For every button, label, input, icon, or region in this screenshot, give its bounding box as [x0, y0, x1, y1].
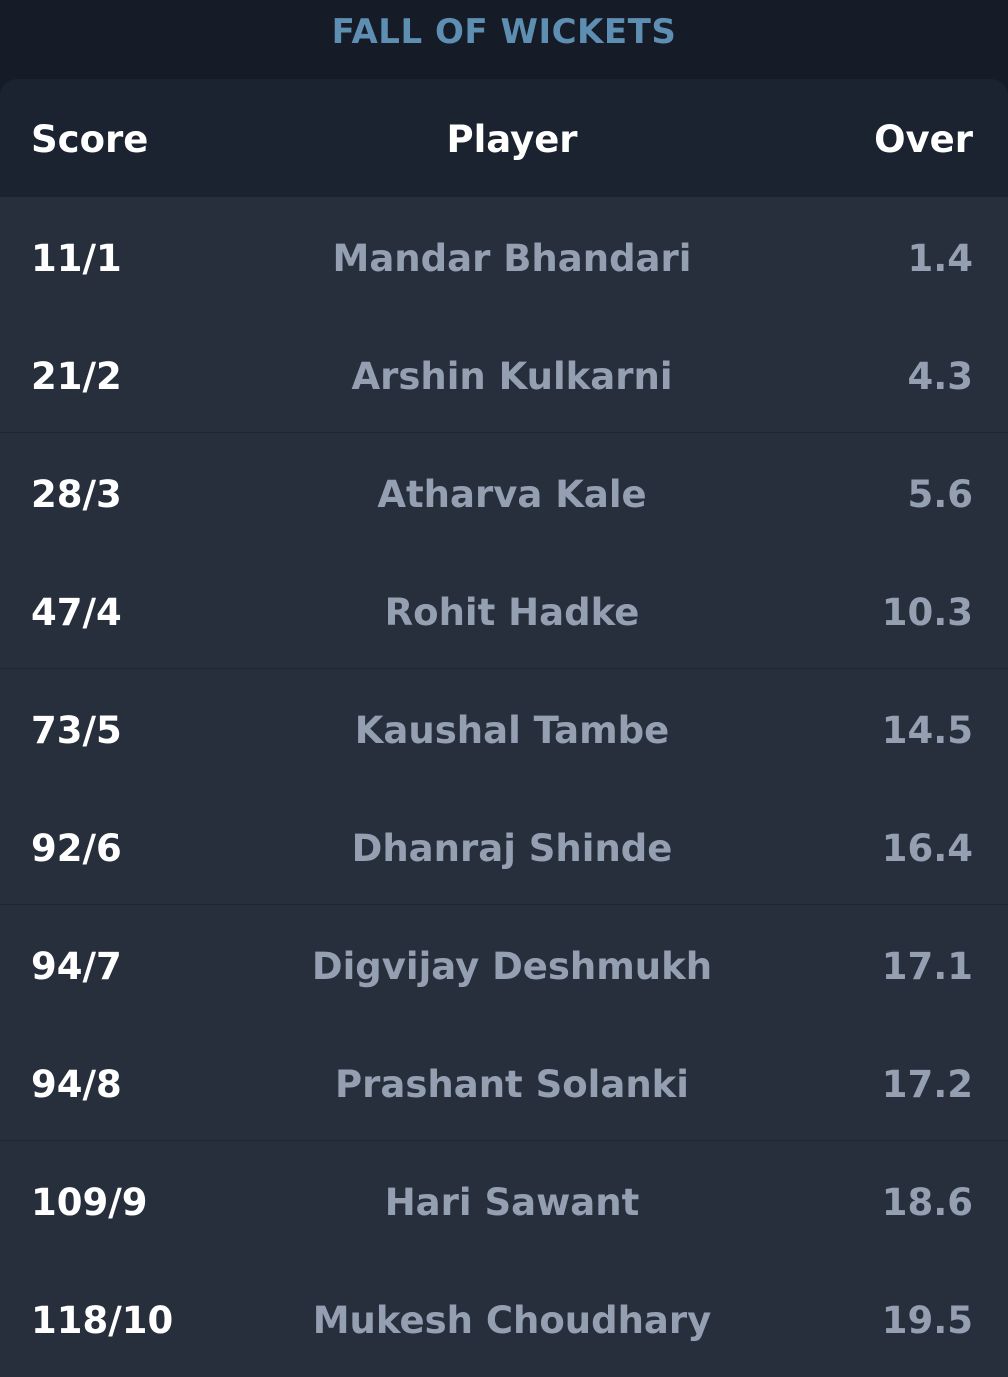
player-cell: Rohit Hadke [384, 591, 640, 634]
score-cell: 118/10 [31, 1299, 174, 1342]
table-row: 11/1 Mandar Bhandari 1.4 [0, 197, 1008, 315]
score-cell: 109/9 [31, 1181, 148, 1224]
score-cell: 94/8 [31, 1063, 122, 1106]
player-cell: Atharva Kale [377, 473, 647, 516]
column-header-over: Over [874, 118, 973, 161]
player-cell: Prashant Solanki [335, 1063, 689, 1106]
table-row: 92/6 Dhanraj Shinde 16.4 [0, 787, 1008, 905]
player-cell: Digvijay Deshmukh [311, 945, 713, 988]
over-cell: 5.6 [907, 473, 973, 516]
row-group: 11/1 Mandar Bhandari 1.4 21/2 Arshin Kul… [0, 197, 1008, 433]
over-cell: 10.3 [881, 591, 973, 634]
table-row: 73/5 Kaushal Tambe 14.5 [0, 669, 1008, 787]
over-cell: 1.4 [907, 237, 973, 280]
over-cell: 18.6 [881, 1181, 973, 1224]
score-cell: 73/5 [31, 709, 122, 752]
score-cell: 94/7 [31, 945, 122, 988]
row-group: 109/9 Hari Sawant 18.6 118/10 Mukesh Cho… [0, 1141, 1008, 1377]
over-cell: 4.3 [907, 355, 973, 398]
table-row: 109/9 Hari Sawant 18.6 [0, 1141, 1008, 1259]
over-cell: 14.5 [881, 709, 973, 752]
over-cell: 19.5 [881, 1299, 973, 1342]
over-cell: 16.4 [881, 827, 973, 870]
over-cell: 17.2 [881, 1063, 973, 1106]
row-group: 28/3 Atharva Kale 5.6 47/4 Rohit Hadke 1… [0, 433, 1008, 669]
player-cell: Hari Sawant [384, 1181, 640, 1224]
fall-of-wickets-table: Score Player Over 11/1 Mandar Bhandari 1… [0, 79, 1008, 1377]
table-header: Score Player Over [0, 79, 1008, 197]
player-cell: Mukesh Choudhary [312, 1299, 712, 1342]
table-row: 47/4 Rohit Hadke 10.3 [0, 551, 1008, 669]
score-cell: 92/6 [31, 827, 122, 870]
row-group: 73/5 Kaushal Tambe 14.5 92/6 Dhanraj Shi… [0, 669, 1008, 905]
table-body: 11/1 Mandar Bhandari 1.4 21/2 Arshin Kul… [0, 197, 1008, 1377]
section-header: FALL OF WICKETS [0, 0, 1008, 80]
player-cell: Dhanraj Shinde [351, 827, 673, 870]
score-cell: 21/2 [31, 355, 122, 398]
player-cell: Kaushal Tambe [354, 709, 670, 752]
section-title: FALL OF WICKETS [331, 12, 677, 52]
player-cell: Mandar Bhandari [332, 237, 692, 280]
table-row: 94/8 Prashant Solanki 17.2 [0, 1023, 1008, 1141]
score-cell: 47/4 [31, 591, 122, 634]
score-cell: 28/3 [31, 473, 122, 516]
table-row: 28/3 Atharva Kale 5.6 [0, 433, 1008, 551]
table-row: 94/7 Digvijay Deshmukh 17.1 [0, 905, 1008, 1023]
table-row: 21/2 Arshin Kulkarni 4.3 [0, 315, 1008, 433]
row-group: 94/7 Digvijay Deshmukh 17.1 94/8 Prashan… [0, 905, 1008, 1141]
table-row: 118/10 Mukesh Choudhary 19.5 [0, 1259, 1008, 1377]
player-cell: Arshin Kulkarni [351, 355, 673, 398]
column-header-player: Player [446, 118, 578, 161]
score-cell: 11/1 [31, 237, 122, 280]
over-cell: 17.1 [881, 945, 973, 988]
column-header-score: Score [31, 118, 149, 161]
